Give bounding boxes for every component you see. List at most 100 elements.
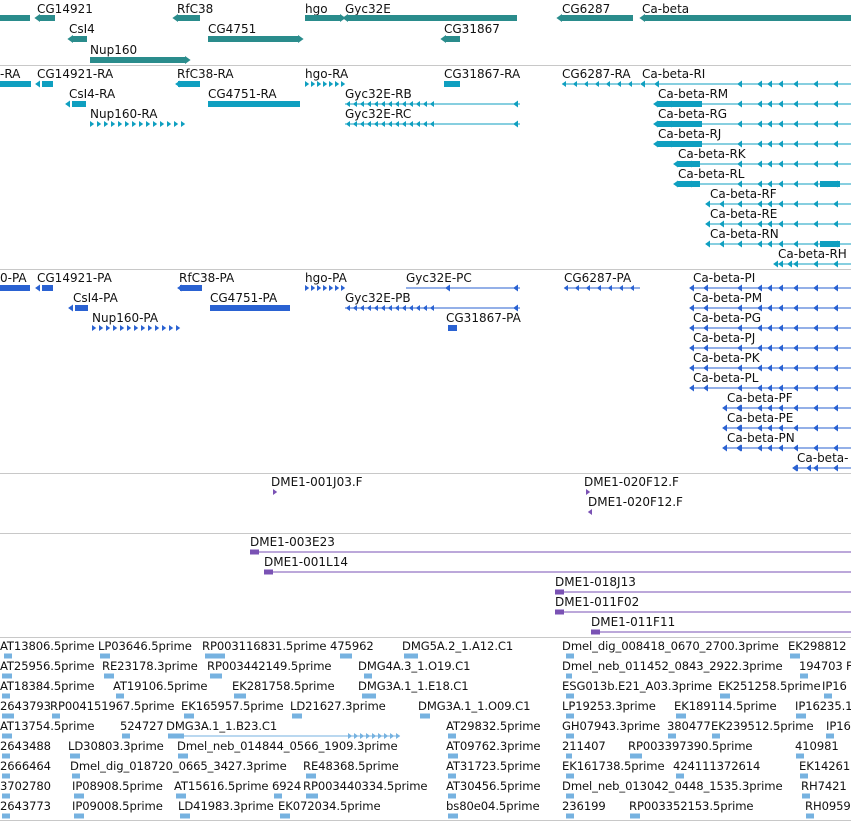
strand-arrow[interactable] bbox=[673, 180, 678, 188]
feature-block[interactable] bbox=[306, 773, 316, 779]
feature-label[interactable]: CG31867-PA bbox=[446, 311, 521, 325]
strand-arrow[interactable] bbox=[737, 200, 742, 208]
strand-arrow[interactable] bbox=[833, 364, 838, 372]
feature-label[interactable]: AT19106.5prime bbox=[113, 679, 208, 693]
strand-arrow[interactable] bbox=[429, 305, 434, 311]
strand-arrow[interactable] bbox=[793, 140, 798, 148]
strand-arrow[interactable] bbox=[366, 305, 371, 311]
feature-label[interactable]: Nup160-PA bbox=[92, 311, 159, 325]
strand-arrow[interactable] bbox=[737, 180, 742, 188]
feature-label[interactable]: LD41983.3prime bbox=[178, 799, 274, 813]
strand-arrow[interactable] bbox=[767, 424, 772, 432]
strand-arrow[interactable] bbox=[767, 240, 772, 248]
feature-block[interactable] bbox=[340, 653, 352, 659]
feature-label[interactable]: EK239512.5prime bbox=[711, 719, 814, 733]
feature-label[interactable]: CG4751-RA bbox=[208, 87, 277, 101]
feature-block[interactable] bbox=[404, 653, 418, 659]
strand-arrow[interactable] bbox=[757, 344, 762, 352]
feature-label[interactable]: CsI4-RA bbox=[69, 87, 116, 101]
strand-arrow[interactable] bbox=[737, 384, 742, 392]
strand-arrow[interactable] bbox=[778, 364, 783, 372]
feature-block[interactable] bbox=[4, 653, 12, 659]
strand-arrow[interactable] bbox=[99, 325, 104, 331]
strand-arrow[interactable] bbox=[737, 404, 742, 412]
strand-arrow[interactable] bbox=[793, 324, 798, 332]
strand-arrow[interactable] bbox=[737, 284, 742, 292]
feature-label[interactable]: EK072034.5prime bbox=[278, 799, 381, 813]
feature-block[interactable] bbox=[712, 733, 720, 739]
strand-arrow[interactable] bbox=[833, 404, 838, 412]
feature-label[interactable]: 410981 bbox=[795, 739, 839, 753]
strand-arrow[interactable] bbox=[387, 305, 392, 311]
strand-arrow[interactable] bbox=[415, 121, 420, 127]
strand-arrow[interactable] bbox=[605, 81, 610, 87]
strand-arrow[interactable] bbox=[737, 120, 742, 128]
feature-label[interactable]: Ca-beta-PG bbox=[693, 311, 761, 325]
strand-arrow[interactable] bbox=[563, 285, 568, 291]
strand-arrow[interactable] bbox=[181, 121, 186, 127]
strand-arrow[interactable] bbox=[653, 100, 658, 108]
strand-arrow[interactable] bbox=[146, 121, 151, 127]
strand-arrow[interactable] bbox=[778, 160, 783, 168]
feature-label[interactable]: EK251258.5prime bbox=[718, 679, 821, 693]
feature-block[interactable] bbox=[116, 693, 124, 699]
strand-arrow[interactable] bbox=[833, 160, 838, 168]
feature-block[interactable] bbox=[720, 693, 730, 699]
feature-label[interactable]: Ca-beta-PE bbox=[727, 411, 794, 425]
feature-label[interactable]: AT13806.5prime bbox=[0, 639, 95, 653]
feature-label[interactable]: Ca-beta-RH bbox=[778, 247, 847, 261]
feature-label[interactable]: Ca-beta-RL bbox=[678, 167, 745, 181]
strand-arrow[interactable] bbox=[833, 464, 838, 472]
strand-arrow[interactable] bbox=[311, 285, 316, 291]
strand-arrow[interactable] bbox=[778, 100, 783, 108]
strand-arrow[interactable] bbox=[767, 180, 772, 188]
strand-arrow[interactable] bbox=[366, 733, 371, 739]
feature-block[interactable] bbox=[0, 285, 30, 291]
strand-arrow[interactable] bbox=[778, 240, 783, 248]
strand-arrow[interactable] bbox=[719, 220, 724, 228]
strand-arrow[interactable] bbox=[737, 160, 742, 168]
feature-label[interactable]: DME1-011F02 bbox=[555, 595, 640, 609]
strand-arrow[interactable] bbox=[793, 220, 798, 228]
strand-arrow[interactable] bbox=[106, 325, 111, 331]
strand-arrow[interactable] bbox=[415, 101, 420, 107]
feature-label[interactable]: EK165957.5prime bbox=[181, 699, 284, 713]
strand-arrow[interactable] bbox=[813, 304, 818, 312]
feature-label[interactable]: RH0959 bbox=[805, 799, 851, 813]
strand-arrow[interactable] bbox=[396, 733, 401, 739]
strand-arrow[interactable] bbox=[757, 140, 762, 148]
strand-arrow[interactable] bbox=[429, 101, 434, 107]
feature-label[interactable]: Dmel_dig_018720_0665_3427.3prime bbox=[70, 759, 287, 773]
strand-arrow[interactable] bbox=[585, 285, 590, 291]
strand-arrow[interactable] bbox=[793, 260, 798, 268]
strand-arrow[interactable] bbox=[813, 404, 818, 412]
strand-arrow[interactable] bbox=[440, 35, 446, 43]
strand-arrow[interactable] bbox=[778, 444, 783, 452]
feature-label[interactable]: LP19253.3prime bbox=[562, 699, 656, 713]
strand-arrow[interactable] bbox=[380, 101, 385, 107]
feature-label[interactable]: CG6287 bbox=[562, 2, 611, 16]
strand-arrow[interactable] bbox=[757, 404, 762, 412]
feature-label[interactable]: Ca-beta-PL bbox=[693, 371, 759, 385]
strand-arrow[interactable] bbox=[329, 81, 334, 87]
strand-arrow[interactable] bbox=[118, 121, 123, 127]
feature-label[interactable]: DME1-018J13 bbox=[555, 575, 636, 589]
feature-label[interactable]: AT29832.5prime bbox=[446, 719, 541, 733]
feature-label[interactable]: hgo-PA bbox=[305, 271, 347, 285]
strand-arrow[interactable] bbox=[703, 284, 708, 292]
strand-arrow[interactable] bbox=[176, 325, 181, 331]
strand-arrow[interactable] bbox=[757, 424, 762, 432]
strand-arrow[interactable] bbox=[778, 220, 783, 228]
strand-arrow[interactable] bbox=[673, 160, 678, 168]
strand-arrow[interactable] bbox=[793, 384, 798, 392]
feature-block[interactable] bbox=[668, 733, 676, 739]
feature-label[interactable]: AT18384.5prime bbox=[0, 679, 95, 693]
feature-block[interactable] bbox=[2, 673, 12, 679]
strand-arrow[interactable] bbox=[586, 489, 591, 495]
feature-label[interactable]: IP16235.1 bbox=[795, 699, 851, 713]
strand-arrow[interactable] bbox=[778, 344, 783, 352]
feature-block[interactable] bbox=[306, 793, 318, 799]
strand-arrow[interactable] bbox=[757, 324, 762, 332]
strand-arrow[interactable] bbox=[757, 100, 762, 108]
strand-arrow[interactable] bbox=[703, 364, 708, 372]
